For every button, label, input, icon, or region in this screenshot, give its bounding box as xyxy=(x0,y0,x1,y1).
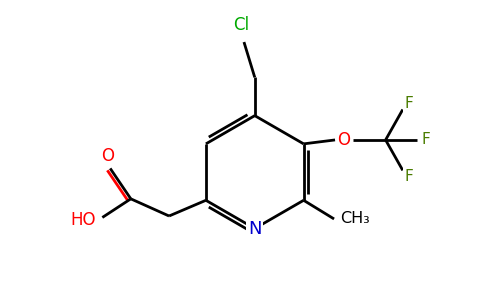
Text: O: O xyxy=(337,131,350,149)
Text: F: F xyxy=(422,132,431,147)
Text: N: N xyxy=(248,220,261,238)
Text: F: F xyxy=(404,96,413,111)
Text: O: O xyxy=(101,147,114,165)
Text: F: F xyxy=(404,169,413,184)
Text: HO: HO xyxy=(70,211,95,229)
Text: CH₃: CH₃ xyxy=(340,212,370,226)
Text: Cl: Cl xyxy=(233,16,250,34)
